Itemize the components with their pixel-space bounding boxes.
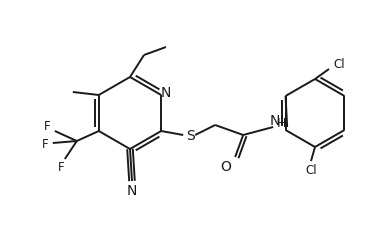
Text: H: H: [276, 117, 286, 130]
Text: S: S: [186, 128, 195, 142]
Text: N: N: [127, 183, 137, 197]
Text: Cl: Cl: [333, 58, 345, 71]
Text: F: F: [57, 161, 64, 174]
Text: Cl: Cl: [305, 164, 317, 177]
Text: F: F: [43, 119, 50, 132]
Text: N: N: [270, 113, 280, 128]
Text: F: F: [41, 137, 48, 150]
Text: O: O: [221, 159, 231, 173]
Text: N: N: [161, 86, 171, 100]
